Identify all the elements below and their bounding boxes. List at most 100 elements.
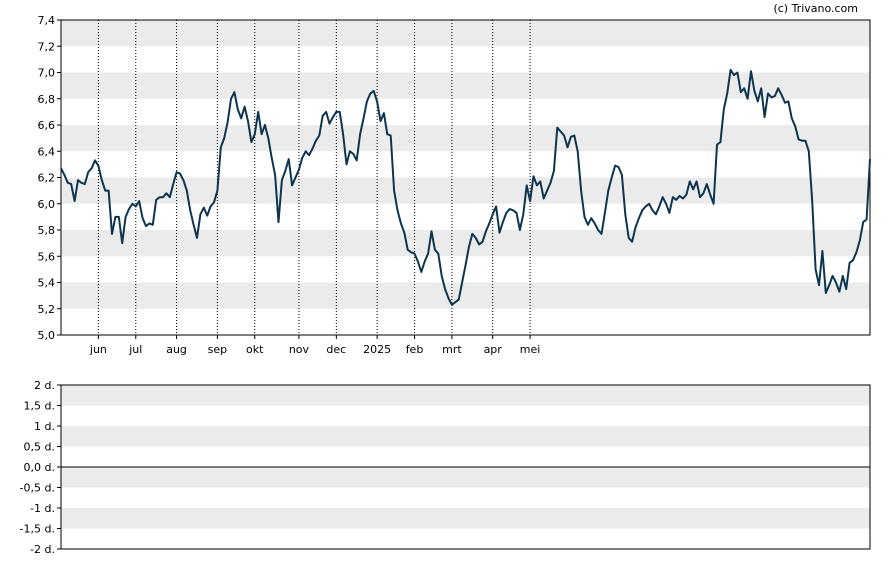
y-tick-label: 1,5 d. [24, 400, 55, 413]
data-point [651, 209, 654, 211]
data-point [373, 90, 375, 92]
x-tick-label: apr [484, 343, 503, 356]
data-point [515, 212, 518, 214]
data-point [743, 87, 745, 89]
data-point [747, 98, 749, 100]
data-point [318, 134, 320, 137]
data-point [689, 180, 691, 182]
data-point [328, 123, 331, 125]
data-point [152, 224, 154, 226]
data-point [733, 74, 735, 76]
y-tick-label: 6,4 [38, 145, 56, 158]
data-point [288, 158, 290, 160]
x-tick-label: mrt [442, 343, 462, 356]
data-point [308, 154, 310, 156]
data-point [203, 207, 205, 209]
y-tick-label: 5,4 [38, 277, 56, 290]
data-point [804, 140, 807, 142]
data-point [563, 134, 565, 137]
data-point [420, 271, 422, 273]
data-point [634, 226, 637, 228]
data-point [74, 200, 76, 202]
data-point [396, 209, 399, 211]
x-tick-label: jun [89, 343, 107, 356]
data-point [638, 217, 640, 219]
data-point [604, 212, 606, 214]
data-point [549, 182, 552, 184]
data-point [179, 173, 181, 175]
data-point [138, 200, 140, 202]
data-point [617, 166, 620, 168]
data-point [162, 196, 164, 198]
y-tick-label: 1 d. [34, 420, 55, 433]
data-point [233, 91, 235, 93]
data-point [366, 100, 368, 102]
data-point [798, 138, 800, 140]
data-point [573, 134, 575, 137]
data-point [781, 94, 783, 96]
data-point [458, 299, 460, 301]
data-point [624, 213, 626, 215]
data-point [135, 205, 137, 207]
y-tick-label: 7,0 [38, 67, 56, 80]
data-point [478, 243, 480, 245]
data-point [532, 175, 535, 177]
data-point [271, 157, 273, 159]
data-point [362, 117, 365, 119]
data-point [454, 301, 456, 303]
data-point [451, 304, 453, 306]
data-point [216, 190, 218, 192]
data-point [607, 190, 609, 192]
x-tick-label: 2025 [363, 343, 391, 356]
data-point [594, 222, 596, 224]
data-point [777, 87, 779, 89]
data-point [526, 184, 528, 186]
data-point [757, 100, 759, 102]
data-point [196, 237, 198, 239]
data-point [485, 230, 487, 232]
data-point [719, 141, 722, 143]
data-point [866, 218, 868, 221]
grid-band [61, 125, 870, 152]
data-point [390, 134, 392, 137]
data-point [250, 141, 252, 143]
data-point [502, 221, 504, 223]
data-point [665, 203, 667, 205]
data-point [424, 260, 426, 263]
data-point [87, 171, 89, 173]
data-point [393, 190, 395, 192]
data-point [764, 116, 766, 118]
data-point [118, 216, 120, 218]
y-tick-label: 5,8 [38, 224, 56, 237]
data-point [356, 159, 358, 161]
x-tick-label: sep [208, 343, 227, 356]
data-point [471, 233, 473, 235]
data-point [67, 182, 69, 184]
data-point [801, 140, 803, 142]
data-point [580, 190, 582, 192]
data-point [376, 100, 378, 102]
data-point [131, 203, 133, 205]
data-point [495, 205, 497, 207]
data-point [142, 217, 144, 219]
data-point [716, 144, 718, 146]
data-point [512, 209, 514, 211]
data-point [430, 230, 433, 232]
grid-band [61, 20, 870, 47]
data-point [668, 212, 671, 214]
data-point [159, 196, 161, 198]
y-tick-label: 2 d. [34, 379, 55, 392]
data-point [461, 281, 463, 284]
data-point [155, 199, 157, 201]
data-point [835, 281, 837, 284]
data-point [842, 275, 844, 277]
data-point [427, 253, 429, 255]
data-point [186, 190, 188, 192]
data-point [101, 179, 103, 181]
data-point [345, 163, 348, 165]
data-point [529, 200, 531, 202]
data-point [444, 288, 446, 290]
data-point [220, 146, 222, 148]
data-point [274, 174, 276, 176]
